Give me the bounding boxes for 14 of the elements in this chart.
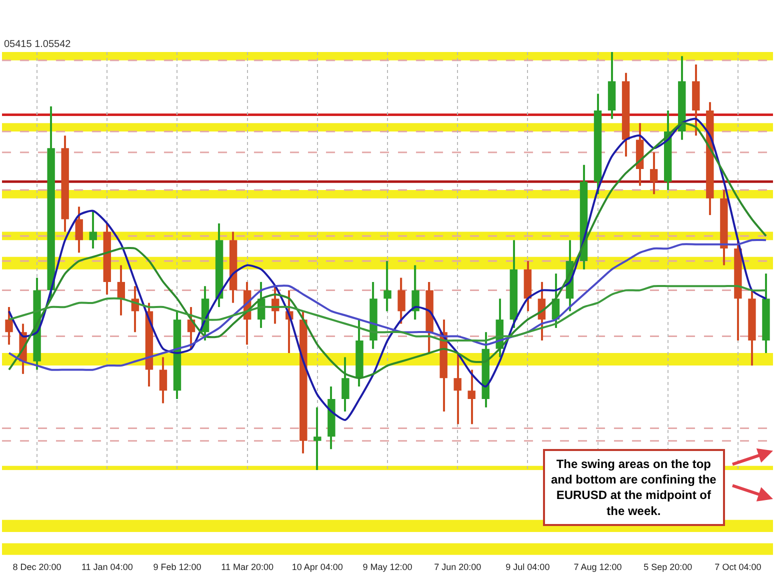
x-tick-label: 9 May 12:00 xyxy=(362,562,412,572)
text: 05415 1.05542 xyxy=(4,39,72,50)
x-tick-label: 7 Aug 12:00 xyxy=(574,562,622,572)
candlestick xyxy=(314,407,322,470)
x-tick-label: 11 Mar 20:00 xyxy=(221,562,274,572)
x-tick-label: 7 Jun 20:00 xyxy=(434,562,482,572)
x-tick-label: 7 Oct 04:00 xyxy=(714,562,762,572)
x-tick-label: 8 Dec 20:00 xyxy=(12,562,62,572)
x-tick-label: 10 Apr 04:00 xyxy=(292,562,343,572)
x-tick-label: 5 Sep 20:00 xyxy=(644,562,692,572)
x-tick-label: 9 Jul 04:00 xyxy=(506,562,550,572)
x-tick-label: 11 Jan 04:00 xyxy=(81,562,133,572)
annotation: The swing areas on the top and bottom are confining the EURUSD at the midpoint of the week. xyxy=(551,457,717,518)
x-tick-label: 9 Feb 12:00 xyxy=(153,562,202,572)
